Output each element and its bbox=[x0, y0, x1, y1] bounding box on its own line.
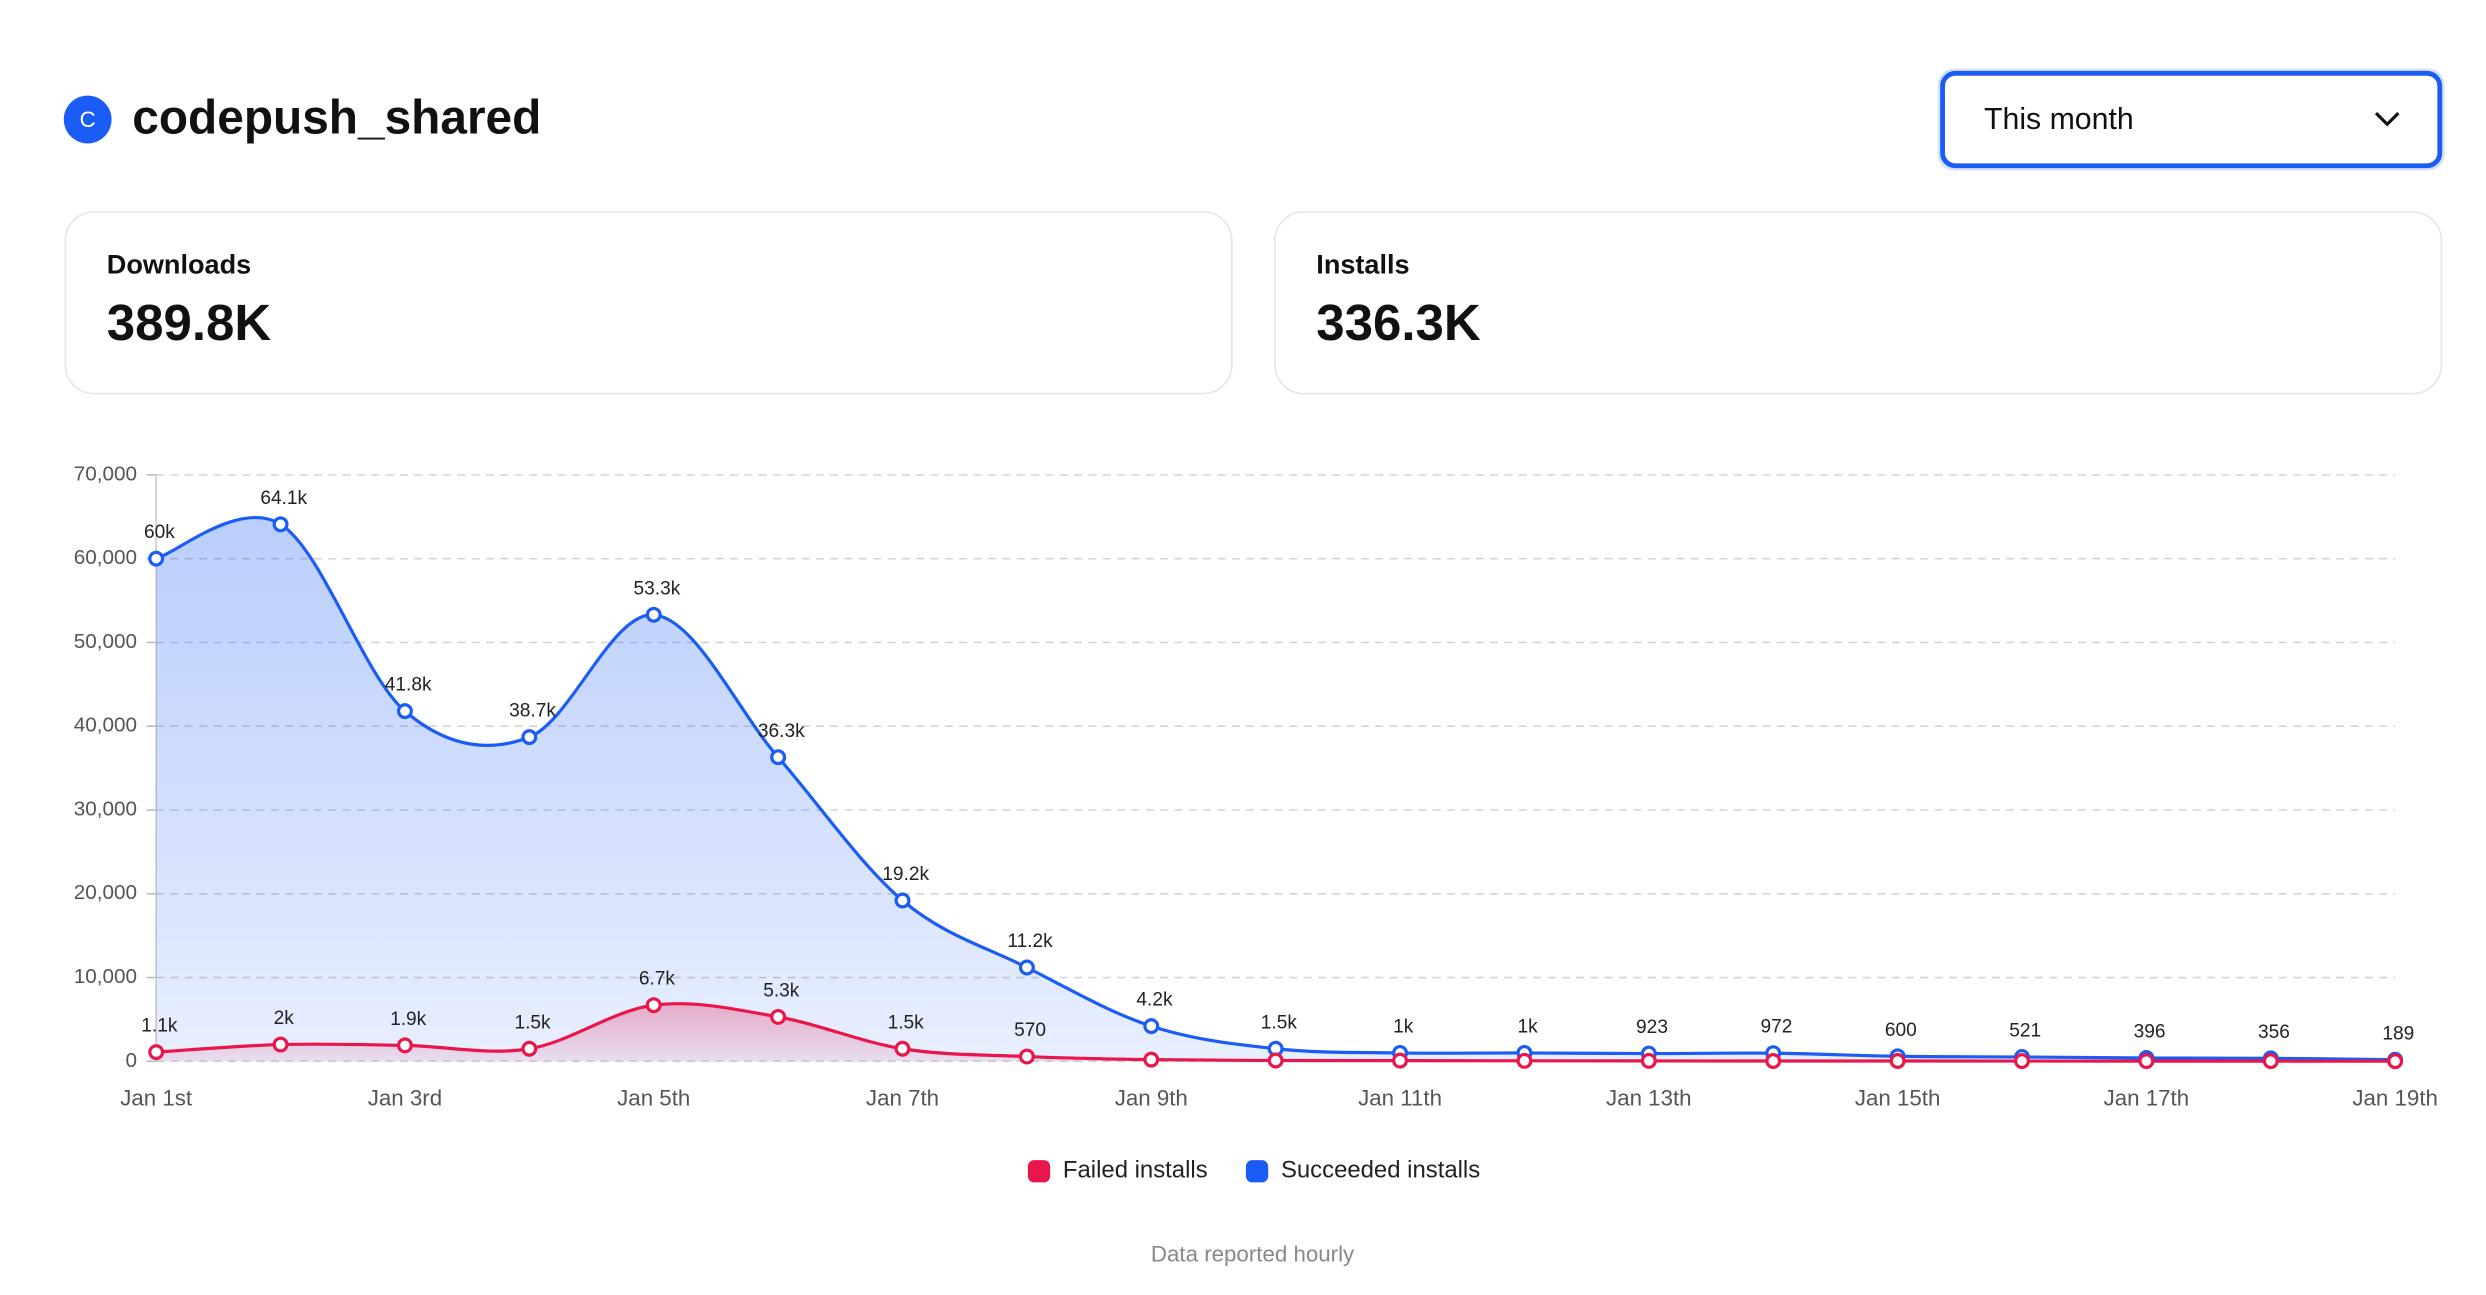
data-point bbox=[396, 1037, 413, 1054]
data-label: 41.8k bbox=[385, 675, 432, 696]
data-point bbox=[770, 1008, 787, 1025]
data-point bbox=[894, 892, 911, 909]
data-point bbox=[894, 1040, 911, 1057]
y-tick-label: 20,000 bbox=[74, 881, 137, 904]
data-point bbox=[272, 1036, 289, 1053]
data-point bbox=[2138, 1053, 2155, 1070]
data-label: 5.3k bbox=[763, 980, 800, 1001]
data-point bbox=[1392, 1052, 1409, 1069]
y-tick-label: 60,000 bbox=[74, 546, 137, 569]
series-area bbox=[156, 517, 2396, 1062]
y-tick-label: 0 bbox=[126, 1049, 138, 1072]
data-label: 1.9k bbox=[390, 1009, 427, 1030]
data-label: 60k bbox=[144, 522, 175, 543]
app-icon-letter: C bbox=[80, 107, 96, 132]
data-point bbox=[1018, 1048, 1035, 1065]
data-point bbox=[2014, 1053, 2030, 1070]
data-point bbox=[1143, 1051, 1160, 1068]
data-point bbox=[645, 997, 662, 1014]
x-tick-label: Jan 9th bbox=[1115, 1085, 1188, 1110]
y-tick-label: 40,000 bbox=[74, 714, 137, 737]
legend: Failed installs Succeeded installs bbox=[1027, 1157, 1480, 1184]
app-icon bbox=[63, 95, 112, 144]
dropdown[interactable] bbox=[1940, 70, 2443, 169]
data-point bbox=[2262, 1053, 2279, 1070]
data-label: 396 bbox=[2134, 1022, 2166, 1043]
card-value: 389.8K bbox=[107, 294, 272, 351]
data-point bbox=[521, 729, 538, 746]
data-label: 189 bbox=[2382, 1023, 2414, 1044]
card-value: 336.3K bbox=[1316, 294, 1481, 351]
card bbox=[1274, 211, 2443, 395]
data-label: 36.3k bbox=[758, 721, 805, 742]
data-label: 1k bbox=[1518, 1016, 1539, 1037]
data-label: 19.2k bbox=[882, 864, 929, 885]
card-label: Installs bbox=[1316, 248, 1409, 279]
data-label: 38.7k bbox=[509, 701, 556, 722]
data-label: 2k bbox=[274, 1008, 295, 1029]
app-title: codepush_shared bbox=[132, 92, 541, 145]
x-tick-label: Jan 11th bbox=[1358, 1085, 1442, 1110]
data-point bbox=[1143, 1018, 1160, 1035]
data-point bbox=[1765, 1053, 1782, 1069]
data-label: 1.5k bbox=[1261, 1012, 1298, 1033]
y-tick-label: 70,000 bbox=[74, 462, 137, 485]
data-point bbox=[521, 1040, 538, 1057]
data-label: 1k bbox=[1393, 1016, 1414, 1037]
data-label: 1.1k bbox=[141, 1016, 178, 1037]
data-label: 600 bbox=[1885, 1020, 1917, 1041]
data-label: 972 bbox=[1760, 1017, 1792, 1038]
x-tick-label: Jan 15th bbox=[1855, 1085, 1941, 1110]
card-label: Downloads bbox=[107, 248, 251, 279]
legend-swatch bbox=[1027, 1160, 1051, 1183]
x-tick-label: Jan 5th bbox=[617, 1085, 690, 1110]
y-tick-label: 10,000 bbox=[74, 965, 137, 988]
legend-swatch bbox=[1245, 1160, 1269, 1183]
data-label: 923 bbox=[1636, 1017, 1668, 1038]
series-line bbox=[155, 516, 2396, 1062]
data-label: 1.5k bbox=[888, 1012, 925, 1033]
footer-note: Data reported hourly bbox=[1151, 1242, 1355, 1267]
data-label: 356 bbox=[2258, 1022, 2290, 1043]
x-tick-label: Jan 19th bbox=[2352, 1085, 2438, 1110]
x-tick-label: Jan 13th bbox=[1606, 1085, 1692, 1110]
data-point bbox=[272, 516, 289, 533]
legend-label: Failed installs bbox=[1063, 1157, 1208, 1184]
data-label: 11.2k bbox=[1007, 931, 1053, 952]
data-point bbox=[1018, 959, 1035, 976]
legend-label: Succeeded installs bbox=[1281, 1157, 1480, 1184]
data-point bbox=[1267, 1052, 1284, 1069]
data-label: 521 bbox=[2009, 1021, 2041, 1042]
card bbox=[64, 211, 1233, 395]
data-label: 1.5k bbox=[514, 1012, 551, 1033]
data-label: 4.2k bbox=[1136, 990, 1173, 1011]
data-label: 64.1k bbox=[260, 488, 307, 509]
x-tick-label: Jan 17th bbox=[2104, 1085, 2190, 1110]
x-tick-label: Jan 1st bbox=[120, 1085, 193, 1110]
data-point bbox=[148, 1044, 165, 1061]
x-tick-label: Jan 7th bbox=[866, 1085, 939, 1110]
y-tick-label: 50,000 bbox=[74, 630, 137, 653]
dropdown-text[interactable]: This month bbox=[1984, 103, 2134, 136]
chart: 0 10,000 20,000 30,000 40,000 50,000 60,000 70,… bbox=[74, 462, 2438, 1110]
dropdown-chevron[interactable] bbox=[2374, 112, 2400, 127]
data-label: 570 bbox=[1014, 1020, 1046, 1041]
data-label: 53.3k bbox=[634, 578, 681, 599]
x-tick-label: Jan 3rd bbox=[368, 1085, 442, 1110]
data-point bbox=[148, 550, 165, 567]
data-point bbox=[770, 749, 787, 766]
data-point bbox=[1889, 1053, 1906, 1069]
data-point bbox=[396, 703, 413, 720]
data-point bbox=[1516, 1052, 1533, 1069]
data-point bbox=[2387, 1053, 2404, 1070]
series-area bbox=[156, 1003, 2396, 1062]
y-tick-label: 30,000 bbox=[74, 797, 137, 820]
data-point bbox=[645, 606, 662, 623]
data-label: 6.7k bbox=[639, 969, 676, 990]
data-point bbox=[1640, 1052, 1657, 1069]
